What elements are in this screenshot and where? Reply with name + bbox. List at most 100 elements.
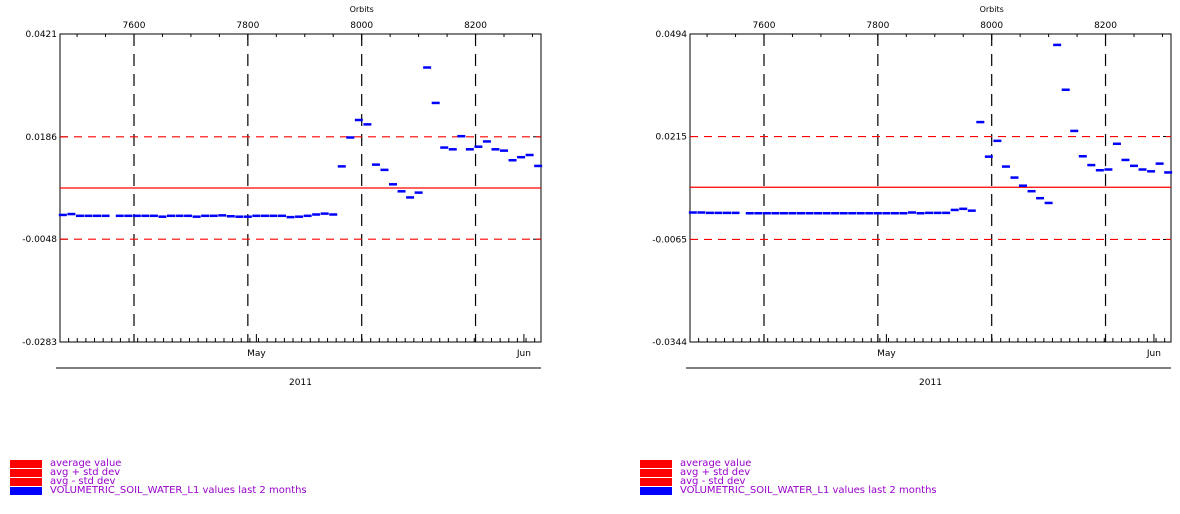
data-point (423, 66, 432, 69)
data-point (184, 214, 193, 218)
data-point (1061, 88, 1070, 91)
data-point (1070, 129, 1079, 133)
data-point (848, 211, 857, 215)
data-point (705, 211, 714, 215)
data-point (890, 211, 899, 215)
legend-item-avg-minus-std: avg - std dev (10, 476, 307, 487)
orbits-axis-title: Orbits (980, 5, 1004, 14)
data-point (731, 211, 740, 215)
data-point (363, 123, 372, 126)
legend-swatch-values (10, 486, 42, 495)
data-point (158, 215, 167, 218)
data-point (856, 211, 865, 215)
legend-swatch-avg-minus-std (10, 477, 42, 486)
data-point (371, 163, 380, 166)
data-point (1164, 171, 1173, 174)
data-point (414, 191, 423, 194)
data-point (337, 165, 346, 168)
data-point (124, 214, 133, 218)
data-point (762, 211, 771, 215)
data-point (320, 212, 329, 215)
legend-left: average value avg + std dev avg - std de… (10, 458, 307, 496)
data-point (175, 214, 184, 218)
data-point (167, 214, 175, 218)
legend-swatch-average (10, 459, 42, 468)
y-tick-label: 0.0494 (656, 30, 688, 40)
data-point (115, 214, 124, 218)
data-point (218, 214, 227, 217)
data-point (278, 214, 286, 218)
month-tick-label: Jun (1146, 349, 1161, 359)
data-point (788, 211, 797, 215)
data-point (822, 211, 831, 215)
y-tick-label: -0.0344 (652, 338, 687, 348)
data-point (950, 208, 959, 212)
data-point (312, 213, 321, 216)
month-tick-label: May (247, 349, 266, 359)
data-point (141, 214, 150, 218)
data-point (1095, 168, 1104, 172)
top-tick-label: 7800 (236, 21, 259, 31)
data-point (1112, 142, 1121, 146)
data-point (714, 211, 723, 215)
data-point (865, 211, 874, 215)
data-point (295, 215, 304, 218)
data-point (508, 159, 517, 162)
y-tick-label: 0.0215 (656, 133, 688, 143)
data-point (1104, 168, 1113, 171)
data-point (260, 214, 269, 218)
data-point (269, 214, 278, 218)
data-point (942, 211, 951, 215)
data-point (933, 211, 942, 215)
data-point (754, 211, 763, 215)
legend-label-avg-plus-std: avg + std dev (680, 467, 751, 478)
data-point (457, 134, 466, 138)
data-point (491, 148, 500, 151)
data-point (201, 214, 210, 218)
legend-item-avg-plus-std: avg + std dev (640, 467, 937, 478)
data-point (1138, 168, 1147, 171)
data-point (389, 183, 397, 186)
y-tick-label: -0.0048 (22, 235, 57, 245)
data-point (235, 215, 244, 218)
legend-swatch-avg-plus-std (640, 468, 672, 477)
legend-swatch-avg-minus-std (640, 477, 672, 486)
data-point (814, 211, 823, 215)
data-point (252, 214, 261, 218)
top-tick-label: 8000 (350, 21, 373, 31)
data-point (192, 215, 201, 218)
chart-panel-left: 7600 7800 8000 8200 Orbits May Jun 2011 0.0421 0.… (0, 0, 560, 514)
data-point (1147, 170, 1156, 173)
top-tick-label: 7600 (753, 21, 776, 31)
data-point (1053, 43, 1062, 47)
data-point (916, 211, 925, 215)
data-point (1001, 165, 1010, 168)
data-point (1019, 184, 1027, 187)
data-point (1087, 163, 1096, 167)
chart-left: 7600 7800 8000 8200 Orbits May Jun 2011 0.0421 0.… (22, 5, 543, 388)
data-point (1130, 164, 1138, 168)
legend-label-values: VOLUMETRIC_SOIL_WATER_L1 values last 2 m… (50, 485, 307, 496)
data-point (67, 212, 76, 216)
data-point (925, 211, 934, 215)
data-point (779, 211, 788, 215)
data-point (132, 214, 141, 218)
legend-label-avg-plus-std: avg + std dev (50, 467, 121, 478)
top-tick-label: 7600 (123, 21, 146, 31)
data-point (839, 211, 848, 215)
data-point (58, 213, 67, 217)
legend-swatch-values (640, 486, 672, 495)
data-point (93, 214, 101, 218)
data-point (882, 211, 891, 215)
legend-label-average: average value (50, 458, 122, 469)
data-point (723, 211, 731, 215)
top-tick-label: 8000 (980, 21, 1003, 31)
data-point (771, 211, 780, 215)
data-point (226, 215, 235, 218)
legend-swatch-average (640, 459, 672, 468)
legend-label-avg-minus-std: avg - std dev (50, 476, 116, 487)
data-point (286, 215, 295, 219)
data-point (465, 148, 474, 151)
data-point (525, 153, 534, 157)
data-point (797, 211, 805, 215)
